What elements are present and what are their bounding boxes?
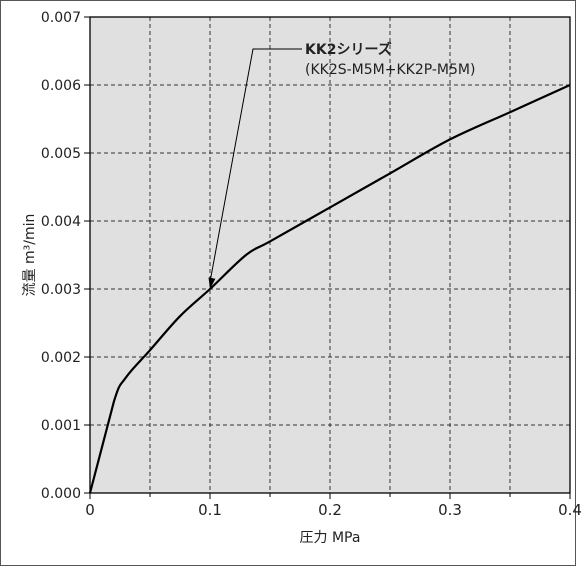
y-tick-label: 0.000 — [41, 486, 81, 502]
x-tick-label: 0.1 — [198, 501, 222, 519]
y-tick-label: 0.004 — [41, 214, 81, 230]
annotation-model-name: (KK2S-M5M+KK2P-M5M) — [305, 62, 475, 78]
flow-curve — [88, 83, 571, 494]
annotation-leader-line — [209, 48, 302, 283]
series-annotation: KK2シリーズ (KK2S-M5M+KK2P-M5M) — [208, 41, 475, 289]
y-axis-label: 流量 m³/min — [22, 214, 38, 297]
x-tick-label: 0.3 — [438, 501, 462, 519]
x-tick-label: 0.4 — [558, 501, 582, 519]
x-axis-ticks: 0 0.1 0.2 0.3 0.4 — [85, 493, 582, 519]
x-tick-label: 0.2 — [318, 501, 342, 519]
annotation-arrowhead — [208, 277, 216, 289]
x-tick-label: 0 — [85, 501, 95, 519]
y-tick-label: 0.002 — [41, 350, 81, 366]
y-axis-ticks: 0.000 0.001 0.002 0.003 0.004 0.005 0.006 0.007 — [41, 10, 90, 502]
y-tick-label: 0.003 — [41, 282, 81, 298]
y-tick-label: 0.005 — [41, 146, 81, 162]
y-tick-label: 0.006 — [41, 78, 81, 94]
annotation-series-name: KK2シリーズ — [305, 41, 392, 58]
grid — [90, 17, 570, 493]
x-axis-label: 圧力 MPa — [300, 530, 361, 546]
y-tick-label: 0.001 — [41, 418, 81, 434]
y-tick-label: 0.007 — [41, 10, 81, 26]
